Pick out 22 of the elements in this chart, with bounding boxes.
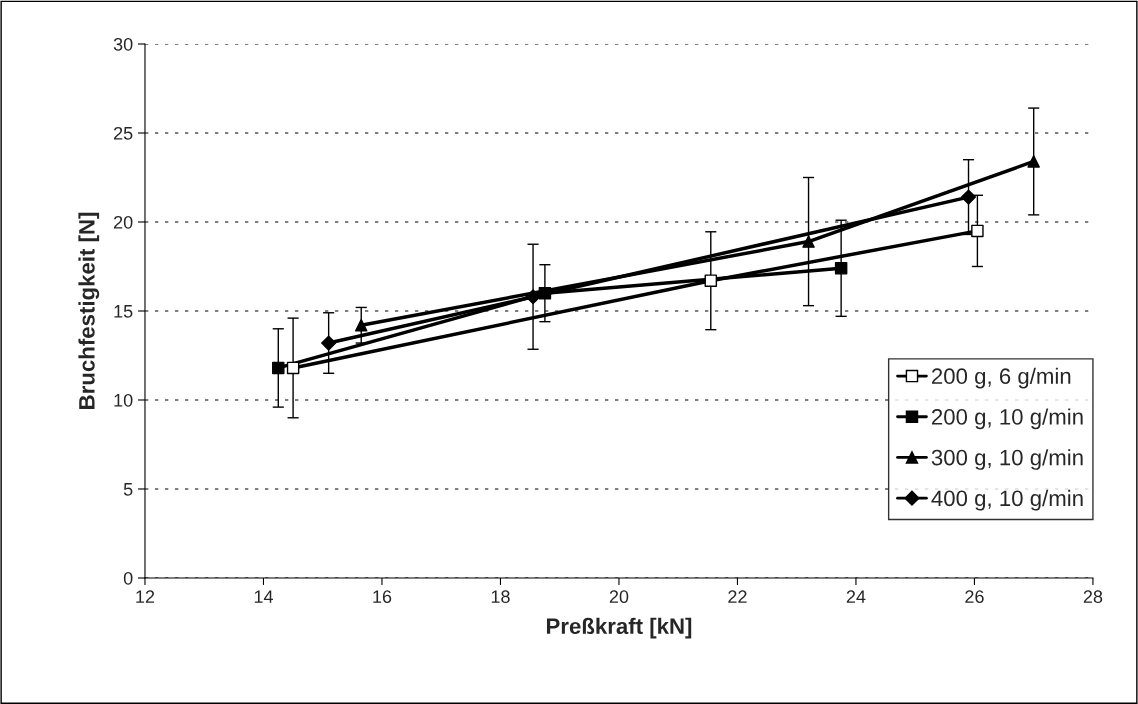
- y-axis-title: Bruchfestigkeit [N]: [78, 212, 100, 409]
- legend-label: 300 g, 10 g/min: [931, 449, 1083, 470]
- y-tick-label: 0: [123, 571, 133, 585]
- x-tick-label: 22: [728, 590, 747, 603]
- x-tick-label: 24: [846, 590, 866, 603]
- x-tick-label: 18: [491, 590, 510, 604]
- y-tick-label: 10: [114, 393, 133, 407]
- x-tick-label: 12: [136, 590, 155, 603]
- x-axis-title: Preßkraft [kN]: [546, 617, 692, 639]
- legend-label: 200 g, 10 g/min: [931, 408, 1083, 430]
- x-tick-label: 20: [609, 590, 629, 604]
- legend-label: 400 g, 10 g/min: [931, 489, 1083, 511]
- y-tick-label: 5: [123, 483, 133, 496]
- y-tick-label: 20: [114, 215, 133, 229]
- legend-label: 200 g, 6 g/min: [931, 367, 1071, 389]
- x-tick-label: 28: [1083, 590, 1103, 604]
- x-tick-label: 26: [965, 590, 984, 604]
- y-tick-label: 25: [114, 126, 133, 140]
- x-tick-label: 16: [373, 590, 392, 604]
- y-tick-label: 15: [114, 305, 133, 318]
- y-tick-label: 30: [113, 37, 133, 51]
- x-tick-label: 14: [254, 590, 273, 603]
